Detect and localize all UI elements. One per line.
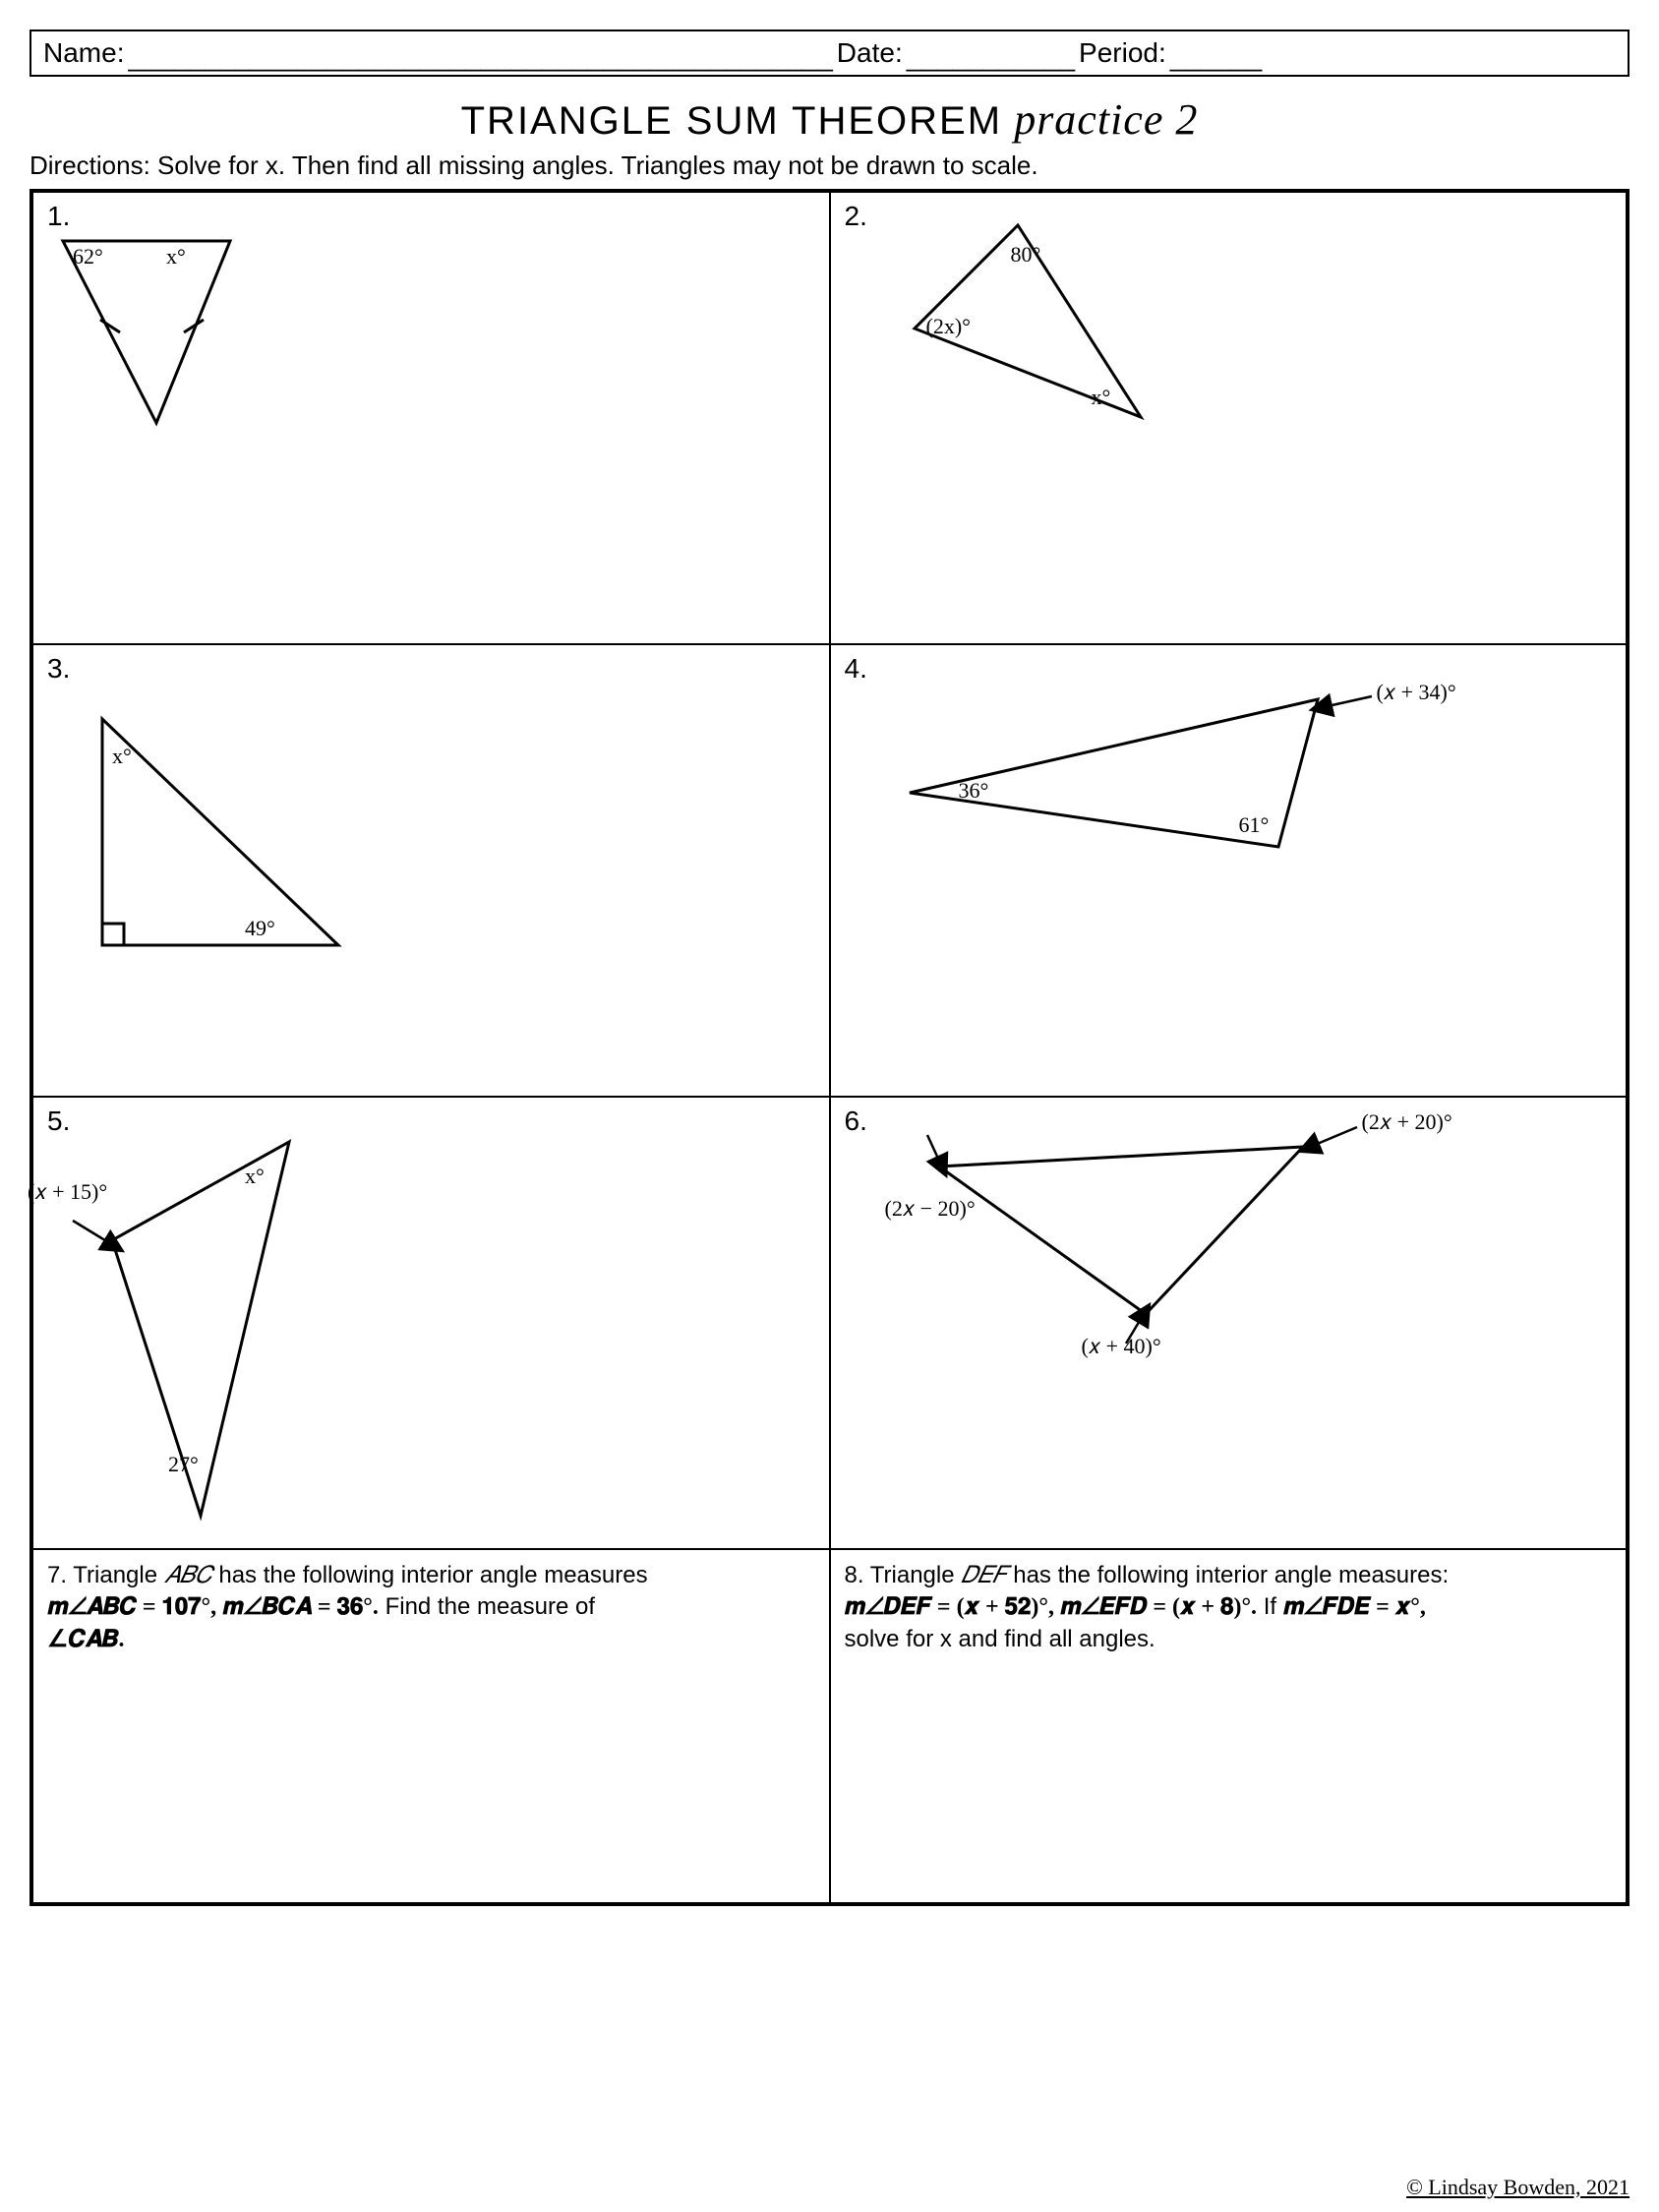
problem-2: 2. 80° (2x)° x° bbox=[830, 192, 1628, 644]
p8-eq1: 𝒎∠𝑫𝑬𝑭 = (𝒙 + 𝟓𝟐)°, 𝒎∠𝑬𝑭𝑫 = (𝒙 + 𝟖)°. bbox=[845, 1594, 1258, 1620]
problem-8-text: 8. Triangle 𝐷𝐸𝐹 has the following interi… bbox=[845, 1560, 1613, 1655]
p4-angle-1: (𝑥 + 34)° bbox=[1377, 680, 1456, 705]
triangle-4 bbox=[880, 675, 1392, 881]
p2-angle-1: 80° bbox=[1011, 242, 1041, 268]
p7-tb: has the following interior angle measure… bbox=[212, 1562, 648, 1588]
name-blank[interactable]: ________________________________________… bbox=[128, 41, 832, 73]
problem-3: 3. x° 49° bbox=[32, 644, 830, 1097]
problem-4-number: 4. bbox=[845, 653, 867, 685]
p8-td: solve for x and find all angles. bbox=[845, 1626, 1155, 1652]
p6-angle-1: (2𝑥 + 20)° bbox=[1362, 1109, 1452, 1135]
problem-6-number: 6. bbox=[845, 1106, 867, 1137]
p5-angle-3: 27° bbox=[168, 1452, 199, 1477]
p8-ta: Triangle bbox=[864, 1562, 962, 1588]
problem-4: 4. (𝑥 + 34)° 36° 61° bbox=[830, 644, 1628, 1097]
period-label: Period: bbox=[1079, 37, 1166, 69]
p8-tc: If bbox=[1257, 1593, 1283, 1620]
p4-angle-2: 36° bbox=[959, 778, 989, 804]
p4-angle-3: 61° bbox=[1239, 812, 1270, 838]
p8-tb: has the following interior angle measure… bbox=[1007, 1562, 1450, 1588]
p6-angle-2: (2𝑥 − 20)° bbox=[885, 1196, 976, 1222]
p6-angle-3: (𝑥 + 40)° bbox=[1082, 1334, 1161, 1359]
header-box: Name: __________________________________… bbox=[30, 30, 1629, 77]
p3-angle-2: 49° bbox=[245, 916, 275, 941]
p8-eq2: 𝒎∠𝑭𝑫𝑬 = 𝒙°, bbox=[1283, 1594, 1426, 1620]
problem-6: 6. (2𝑥 + 20)° (2𝑥 − 20)° (𝑥 + 40)° bbox=[830, 1097, 1628, 1549]
date-label: Date: bbox=[837, 37, 903, 69]
p1-angle-1: 62° bbox=[73, 244, 103, 269]
p5-angle-1: (𝑥 + 15)° bbox=[28, 1179, 107, 1205]
problem-5: 5. (𝑥 + 15)° x° 27° bbox=[32, 1097, 830, 1549]
problem-2-number: 2. bbox=[845, 201, 867, 232]
worksheet-page: Name: __________________________________… bbox=[0, 0, 1659, 2212]
p1-angle-2: x° bbox=[166, 244, 186, 269]
p3-angle-1: x° bbox=[112, 744, 132, 769]
problem-1: 1. 62° x° bbox=[32, 192, 830, 644]
copyright-text: © Lindsay Bowden, 2021 bbox=[1406, 2175, 1629, 2200]
p7-num: 7. bbox=[47, 1562, 67, 1588]
title-main: TRIANGLE SUM THEOREM bbox=[461, 99, 1002, 143]
name-label: Name: bbox=[43, 37, 124, 69]
p8-tri: 𝐷𝐸𝐹 bbox=[961, 1563, 1006, 1588]
problem-grid: 1. 62° x° 2. 80° (2x)° x° 3. bbox=[30, 189, 1629, 1906]
p2-angle-3: x° bbox=[1092, 385, 1111, 410]
problem-8: 8. Triangle 𝐷𝐸𝐹 has the following interi… bbox=[830, 1549, 1628, 1903]
p7-tri: 𝐴𝐵𝐶 bbox=[164, 1563, 212, 1588]
p7-tc: Find the measure of bbox=[379, 1593, 595, 1620]
p2-angle-2: (2x)° bbox=[926, 314, 971, 339]
date-blank[interactable]: ___________ bbox=[907, 41, 1075, 73]
period-blank[interactable]: ______ bbox=[1170, 41, 1262, 73]
p7-eq2: ∠𝑪𝑨𝑩. bbox=[47, 1627, 124, 1652]
problem-3-number: 3. bbox=[47, 653, 70, 685]
directions-text: Directions: Solve for x. Then find all m… bbox=[30, 150, 1629, 181]
p7-eq1: 𝒎∠𝑨𝑩𝑪 = 𝟏𝟎𝟕°, 𝒎∠𝑩𝑪𝑨 = 𝟑𝟔°. bbox=[47, 1594, 379, 1620]
p5-angle-2: x° bbox=[245, 1164, 265, 1189]
triangle-6 bbox=[880, 1117, 1392, 1353]
problem-7: 7. Triangle 𝐴𝐵𝐶 has the following interi… bbox=[32, 1549, 830, 1903]
problem-7-text: 7. Triangle 𝐴𝐵𝐶 has the following interi… bbox=[47, 1560, 815, 1655]
page-title: TRIANGLE SUM THEOREM practice 2 bbox=[30, 94, 1629, 145]
p7-ta: Triangle bbox=[67, 1562, 164, 1588]
title-sub: practice 2 bbox=[1014, 95, 1198, 144]
p8-num: 8. bbox=[845, 1562, 864, 1588]
triangle-3 bbox=[63, 699, 358, 965]
